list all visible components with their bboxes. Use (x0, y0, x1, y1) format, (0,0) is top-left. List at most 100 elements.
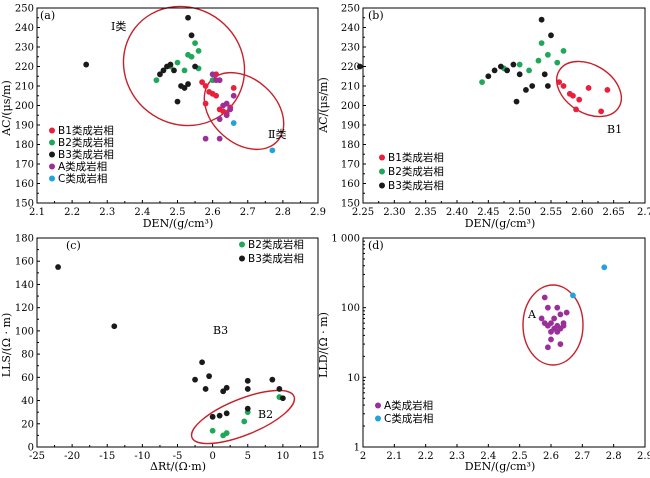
data-point-b2 (526, 67, 532, 74)
data-point-b3 (491, 67, 498, 74)
panel-a-label: (a) (40, 9, 55, 22)
data-point-a (227, 106, 234, 113)
legend-label-c: C类成岩相 (58, 172, 107, 185)
y-tick-label: 230 (341, 43, 360, 54)
data-point-b1 (199, 79, 205, 85)
x-tick-label: 2.3 (99, 207, 115, 218)
data-point-b3 (269, 376, 276, 383)
y-tick-label: 140 (15, 280, 34, 291)
data-point-b2 (181, 67, 188, 74)
y-tick-label: 180 (15, 140, 34, 151)
legend-label-b1: B1类成岩相 (388, 151, 444, 164)
x-tick-label: 2.6 (543, 451, 559, 462)
data-point-a (548, 328, 554, 335)
data-point-a (544, 344, 551, 351)
legend-marker-b3 (379, 182, 385, 189)
data-point-b2 (538, 40, 545, 46)
x-tick-label: -15 (99, 451, 115, 462)
data-point-b2 (535, 57, 542, 64)
x-tick-label: 2.7 (637, 207, 650, 218)
y-tick-label: 160 (15, 257, 34, 268)
data-point-b1 (202, 100, 209, 107)
x-tick-label: 2.3 (449, 451, 465, 462)
data-point-b3 (167, 61, 174, 68)
y-tick-label: 190 (15, 121, 34, 132)
legend-label-c: C类成岩相 (384, 412, 433, 425)
panel-d-label: (d) (368, 239, 384, 252)
data-point-b3 (504, 67, 511, 74)
x-tick-label: 2.45 (477, 207, 499, 218)
data-point-b1 (573, 106, 579, 113)
x-tick-label: 2.2 (418, 451, 434, 462)
y-tick-label: 100 (341, 303, 360, 314)
data-point-a (209, 71, 216, 78)
data-point-b3 (181, 85, 188, 91)
data-point-b3 (157, 71, 163, 78)
x-tick-label: 2.65 (603, 207, 625, 218)
legend-label-b2: B2类成岩相 (248, 238, 304, 251)
panel-a-annotation-class-1: Ⅰ类 (111, 19, 126, 33)
y-tick-label: 10 (347, 373, 360, 384)
data-point-a (216, 135, 223, 142)
data-point-b2 (554, 59, 561, 66)
panel-b: (b) DEN/(g/cm³) AC/(μs/m) B1 2.25 2.30 2.3… (317, 4, 650, 231)
y-tick-label: 160 (341, 179, 360, 190)
data-point-b3 (188, 32, 195, 39)
x-tick-label: 2.2 (64, 207, 80, 218)
y-tick-label: 240 (341, 23, 360, 34)
data-point-a (223, 112, 230, 119)
data-point-b3 (209, 413, 216, 420)
legend-marker-b2 (49, 139, 55, 146)
data-point-b2 (195, 48, 202, 54)
x-tick-label: 5 (245, 451, 251, 462)
legend-marker-b1 (379, 154, 385, 161)
x-tick-label: -5 (173, 451, 183, 462)
data-point-b1 (598, 108, 605, 115)
panel-a-annotation-class-2: Ⅱ类 (268, 127, 286, 141)
panel-d-xlabel: DEN/(g/cm³) (465, 460, 536, 473)
legend-label-a: A类成岩相 (384, 399, 433, 412)
x-tick-label: 2.40 (446, 207, 468, 218)
data-point-a (538, 315, 545, 322)
x-tick-label: 2.25 (352, 207, 374, 218)
x-tick-label: 2.8 (606, 451, 622, 462)
y-tick-label: 170 (15, 160, 34, 171)
data-point-b3 (510, 61, 517, 68)
legend-marker-a (49, 163, 55, 170)
x-tick-label: 2.30 (383, 207, 405, 218)
data-point-b3 (160, 67, 167, 74)
x-tick-label: 2.5 (170, 207, 186, 218)
data-point-b3 (223, 410, 230, 417)
data-point-a (544, 304, 551, 311)
data-point-b2 (188, 53, 195, 60)
data-point-b1 (570, 92, 576, 99)
data-point-b3 (356, 63, 363, 70)
x-tick-label: 15 (312, 451, 325, 462)
legend-label-b2: B2类成岩相 (388, 165, 444, 178)
x-tick-label: 2.4 (480, 451, 496, 462)
panel-c-annotation-b3: B3 (213, 324, 228, 337)
y-tick-label: 150 (15, 199, 34, 210)
data-point-b3 (513, 98, 520, 105)
data-point-b2 (192, 40, 198, 46)
y-tick-label: 250 (15, 4, 34, 15)
data-point-b3 (538, 16, 545, 23)
x-tick-label: -20 (64, 451, 80, 462)
data-point-b3 (83, 61, 90, 68)
data-point-b2 (153, 77, 160, 84)
data-point-b3 (548, 32, 554, 39)
data-point-b2 (223, 430, 230, 436)
data-point-b3 (192, 376, 198, 383)
data-point-b2 (479, 79, 485, 85)
y-tick-label: 120 (15, 303, 34, 314)
data-point-a (554, 304, 561, 311)
data-point-b3 (174, 98, 181, 105)
panel-d-ellipse-a (522, 284, 584, 366)
data-point-c (269, 147, 276, 154)
panel-a-xlabel: DEN/(g/cm³) (143, 217, 214, 230)
legend-marker-c (49, 175, 55, 182)
data-point-b3 (111, 323, 118, 330)
legend-marker-b2 (239, 241, 245, 248)
legend-marker-b3 (49, 151, 55, 158)
data-point-b1 (604, 87, 611, 93)
